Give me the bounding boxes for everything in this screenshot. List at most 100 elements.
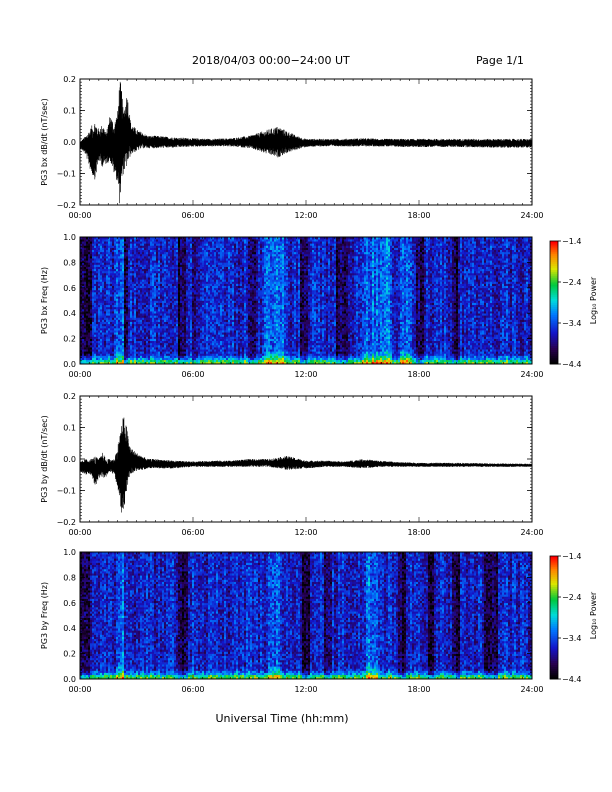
spectrogram-cell — [86, 286, 88, 288]
spectrogram-cell — [118, 265, 120, 267]
spectrogram-cell — [108, 341, 110, 343]
spectrogram-cell — [84, 322, 86, 324]
spectrogram-cell — [120, 332, 122, 334]
spectrogram-cell — [98, 239, 100, 241]
spectrogram-cell — [114, 294, 116, 296]
spectrogram-cell — [112, 326, 114, 328]
spectrogram-cell — [100, 307, 102, 309]
spectrogram-cell — [106, 248, 108, 250]
spectrogram-cell — [100, 347, 102, 349]
spectrogram-cell — [92, 332, 94, 334]
spectrogram-cell — [112, 284, 114, 286]
spectrogram-cell — [108, 351, 110, 353]
x-tick-label: 00:00 — [68, 211, 91, 220]
spectrogram-cell — [124, 301, 126, 303]
spectrogram-cell — [94, 296, 96, 298]
spectrogram-cell — [96, 250, 98, 252]
spectrogram-cell — [114, 275, 116, 277]
spectrogram-cell — [108, 298, 110, 300]
spectrogram-cell — [116, 313, 118, 315]
spectrogram-cell — [88, 328, 90, 330]
spectrogram-cell — [102, 277, 104, 279]
spectrogram-cell — [114, 309, 116, 311]
spectrogram-cell — [104, 351, 106, 353]
spectrogram-cell — [84, 292, 86, 294]
spectrogram-cell — [92, 358, 94, 360]
spectrogram-cell — [122, 284, 124, 286]
spectrogram-cell — [122, 296, 124, 298]
spectrogram-cell — [102, 286, 104, 288]
spectrogram-cell — [102, 305, 104, 307]
spectrogram-cell — [108, 254, 110, 256]
spectrogram-cell — [102, 298, 104, 300]
spectrogram-cell — [106, 279, 108, 281]
spectrogram-cell — [102, 281, 104, 283]
spectrogram-cell — [90, 290, 92, 292]
spectrogram-cell — [118, 279, 120, 281]
spectrogram-cell — [82, 347, 84, 349]
spectrogram-cell — [82, 243, 84, 245]
spectrogram-cell — [122, 358, 124, 360]
spectrogram-cell — [88, 301, 90, 303]
spectrogram-cell — [114, 356, 116, 358]
spectrogram-cell — [84, 324, 86, 326]
spectrogram-cell — [116, 353, 118, 355]
spectrogram-cell — [94, 243, 96, 245]
spectrogram-cell — [122, 347, 124, 349]
spectrogram-cell — [100, 267, 102, 269]
spectrogram-cell — [114, 341, 116, 343]
spectrogram-cell — [112, 286, 114, 288]
spectrogram-cell — [124, 356, 126, 358]
spectrogram-cell — [92, 265, 94, 267]
spectrogram-cell — [122, 334, 124, 336]
spectrogram-cell — [106, 351, 108, 353]
spectrogram-cell — [96, 330, 98, 332]
spectrogram-cell — [116, 288, 118, 290]
spectrogram-cell — [90, 360, 92, 362]
spectrogram-cell — [112, 356, 114, 358]
spectrogram-cell — [94, 256, 96, 258]
spectrogram-cell — [102, 358, 104, 360]
spectrogram-cell — [96, 284, 98, 286]
spectrogram-cell — [90, 303, 92, 305]
spectrogram-cell — [124, 290, 126, 292]
spectrogram-cell — [86, 279, 88, 281]
spectrogram-cell — [106, 358, 108, 360]
spectrogram-cell — [120, 245, 122, 247]
spectrogram-cell — [86, 320, 88, 322]
spectrogram-cell — [118, 343, 120, 345]
spectrogram-cell — [82, 305, 84, 307]
spectrogram-cell — [114, 267, 116, 269]
spectrogram-cell — [118, 245, 120, 247]
spectrogram-cell — [90, 260, 92, 262]
spectrogram-cell — [84, 267, 86, 269]
spectrogram-cell — [88, 317, 90, 319]
spectrogram-cell — [102, 326, 104, 328]
spectrogram-cell — [86, 298, 88, 300]
spectrogram-cell — [84, 294, 86, 296]
spectrogram-cell — [100, 313, 102, 315]
spectrogram-cell — [104, 241, 106, 243]
spectrogram-cell — [124, 358, 126, 360]
spectrogram-cell — [120, 258, 122, 260]
spectrogram-cell — [86, 307, 88, 309]
spectrogram-cell — [120, 339, 122, 341]
spectrogram-cell — [88, 277, 90, 279]
spectrogram-cell — [112, 241, 114, 243]
spectrogram-cell — [96, 252, 98, 254]
spectrogram-cell — [116, 332, 118, 334]
spectrogram-cell — [110, 360, 112, 362]
spectrogram-cell — [88, 345, 90, 347]
spectrogram-cell — [82, 301, 84, 303]
spectrogram-cell — [104, 305, 106, 307]
spectrogram-cell — [92, 351, 94, 353]
spectrogram-cell — [96, 360, 98, 362]
spectrogram-cell — [110, 267, 112, 269]
spectrogram-cell — [118, 286, 120, 288]
spectrogram-cell — [110, 296, 112, 298]
spectrogram-cell — [84, 258, 86, 260]
spectrogram-cell — [90, 252, 92, 254]
spectrogram-cell — [110, 336, 112, 338]
spectrogram-cell — [100, 339, 102, 341]
spectrogram-cell — [112, 250, 114, 252]
